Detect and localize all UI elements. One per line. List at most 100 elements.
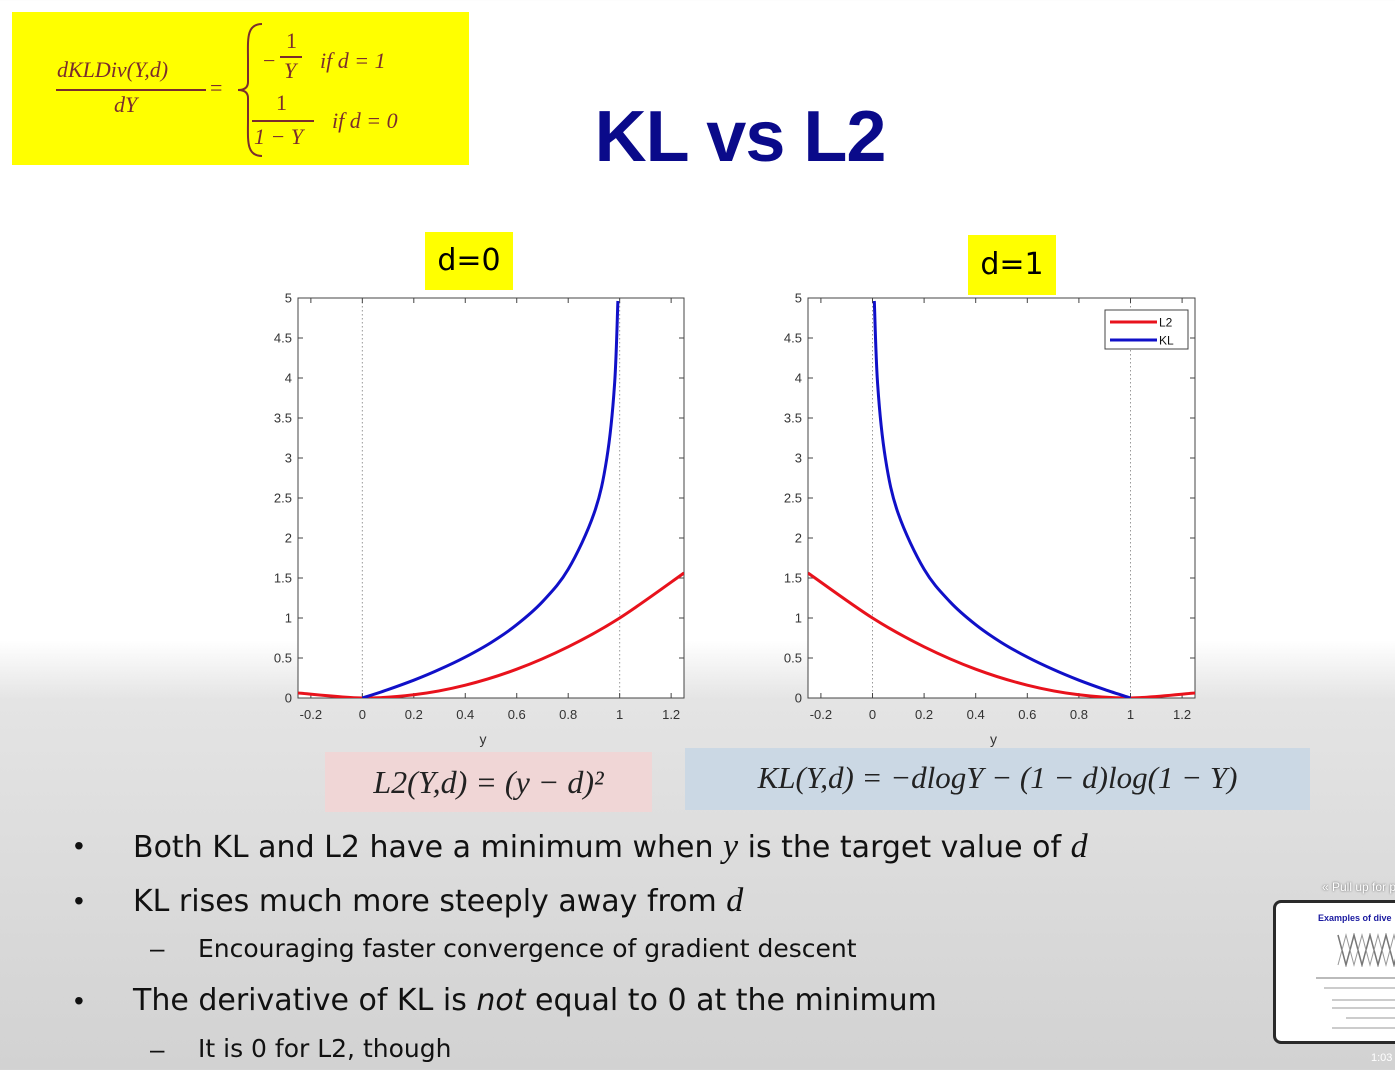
y-tick-label: 4 [795,371,802,386]
x-tick-label: -0.2 [300,707,322,722]
x-tick-label: -0.2 [810,707,832,722]
formula-lhs-fraction-bar [56,89,206,91]
thumbnail-line [1332,1027,1395,1029]
y-tick-label: 0.5 [784,651,802,666]
right-panel-label: d=1 [968,235,1056,295]
series-line-kl [361,300,620,698]
x-tick-label: 1 [616,707,623,722]
formula-lhs-denominator: dY [114,92,138,117]
y-tick-label: 1 [795,611,802,626]
y-tick-label: 4.5 [274,331,292,346]
y-tick-label: 2 [285,531,292,546]
chart-d1: 0 0.5 1 1.5 2 2.5 3 3.5 4 4.5 5 -0.2 0 0.2 0.4 0.6 0.8 1 1… [784,291,1196,747]
x-tick-label: 0.8 [559,707,577,722]
x-tick-label: 1.2 [662,707,680,722]
y-tick-label: 1.5 [784,571,802,586]
kl-equation: KL(Y,d) = −dlogY − (1 − d)log(1 − Y) [685,748,1310,810]
left-panel-label: d=0 [425,232,513,290]
formula-case2-bar [252,120,314,122]
y-tick-label: 0.5 [274,651,292,666]
slide-thumbnail[interactable]: Examples of dive [1273,900,1395,1044]
y-tick-label: 3 [285,451,292,466]
thumbnail-line [1346,1017,1395,1019]
formula-case1-denominator: Y [284,58,297,83]
legend-label-kl: KL [1159,334,1174,348]
y-tick-label: 1.5 [274,571,292,586]
y-tick-label: 2.5 [274,491,292,506]
series-line-kl [872,300,1131,698]
bullet-3-text-b: equal to 0 at the minimum [525,983,937,1018]
formula-box: dKLDiv(Y,d) dY = − 1 Y if d = 1 1 1 − Y … [12,12,469,165]
plot-frame [807,297,1196,699]
x-tick-label: 0.4 [967,707,985,722]
x-axis-label: y [990,731,997,747]
series-line-l2 [808,571,1195,698]
legend-box [1104,309,1189,350]
formula-case1-bar [280,56,302,58]
y-tick-label: 4 [285,371,292,386]
x-tick-label: 0.2 [915,707,933,722]
y-tick-label: 3.5 [784,411,802,426]
bullet-1-text-b: is the target value of [738,830,1071,865]
legend-label-l2: L2 [1159,316,1173,330]
bullet-2-var-d: d [726,882,744,919]
x-tick-label: 0 [359,707,366,722]
y-tick-label: 0 [285,691,292,706]
y-tick-label: 0 [795,691,802,706]
sub-bullet-2: It is 0 for L2, though [198,1034,452,1063]
formula-case2-condition: if d = 0 [332,108,398,133]
formula-case1-sign: − [263,48,276,73]
y-tick-label: 2.5 [784,491,802,506]
x-tick-label: 0.6 [1018,707,1036,722]
bullet-1-var-y: y [723,828,739,865]
bullet-1-var-d: d [1070,828,1088,865]
x-tick-label: 0.6 [508,707,526,722]
y-tick-label: 5 [285,291,292,306]
x-tick-label: 0 [869,707,876,722]
l2-equation: L2(Y,d) = (y − d)² [325,752,652,812]
thumbnail-line [1324,987,1395,989]
bullet-2: KL rises much more steeply away from d [133,882,743,920]
y-tick-label: 2 [795,531,802,546]
bullet-1-text-a: Both KL and L2 have a minimum when [133,830,724,865]
formula-brace [237,23,263,157]
x-tick-label: 0.8 [1070,707,1088,722]
series-line-l2 [298,571,684,698]
bullet-marker: • [74,985,84,1016]
x-tick-label: 0.4 [456,707,474,722]
bullet-marker: • [74,885,84,916]
y-tick-label: 4.5 [784,331,802,346]
x-axis-label: y [480,731,487,747]
bullet-3-text-a: The derivative of KL is [133,983,477,1018]
thumbnail-title: Examples of dive [1318,913,1392,923]
pull-up-hint[interactable]: « Pull up for p [1322,880,1395,894]
thumbnail-graphic [1337,933,1395,967]
formula-lhs-numerator: dKLDiv(Y,d) [57,57,169,82]
x-tick-label: 1 [1127,707,1134,722]
thumbnail-line [1332,1007,1395,1009]
thumbnail-line [1316,977,1395,979]
formula-case2-numerator: 1 [276,90,287,115]
sub-bullet-marker: – [150,933,165,963]
y-tick-label: 1 [285,611,292,626]
bullet-3: The derivative of KL is not equal to 0 a… [133,983,937,1018]
slide-title: KL vs L2 [594,97,887,177]
formula-case2-denominator: 1 − Y [254,124,304,149]
sub-bullet-marker: – [150,1034,165,1064]
y-tick-label: 3 [795,451,802,466]
bullet-1: Both KL and L2 have a minimum when y is … [133,828,1088,866]
bullet-3-emphasis: not [476,983,526,1018]
formula-case1-numerator: 1 [286,28,297,53]
y-tick-label: 5 [795,291,802,306]
timestamp: 1:03 [1371,1052,1393,1064]
bullet-marker: • [74,830,84,861]
thumbnail-line [1332,999,1395,1001]
formula-case1-condition: if d = 1 [320,48,386,73]
sub-bullet-1: Encouraging faster convergence of gradie… [198,934,857,963]
y-tick-label: 3.5 [274,411,292,426]
x-tick-label: 1.2 [1173,707,1191,722]
x-tick-label: 0.2 [405,707,423,722]
bullet-2-text-a: KL rises much more steeply away from [133,884,727,919]
chart-d0: 0 0.5 1 1.5 2 2.5 3 3.5 4 4.5 5 -0.2 0 0.2 0.4 0.6 0.8 1 1… [274,291,685,747]
formula-equals: = [210,75,223,100]
